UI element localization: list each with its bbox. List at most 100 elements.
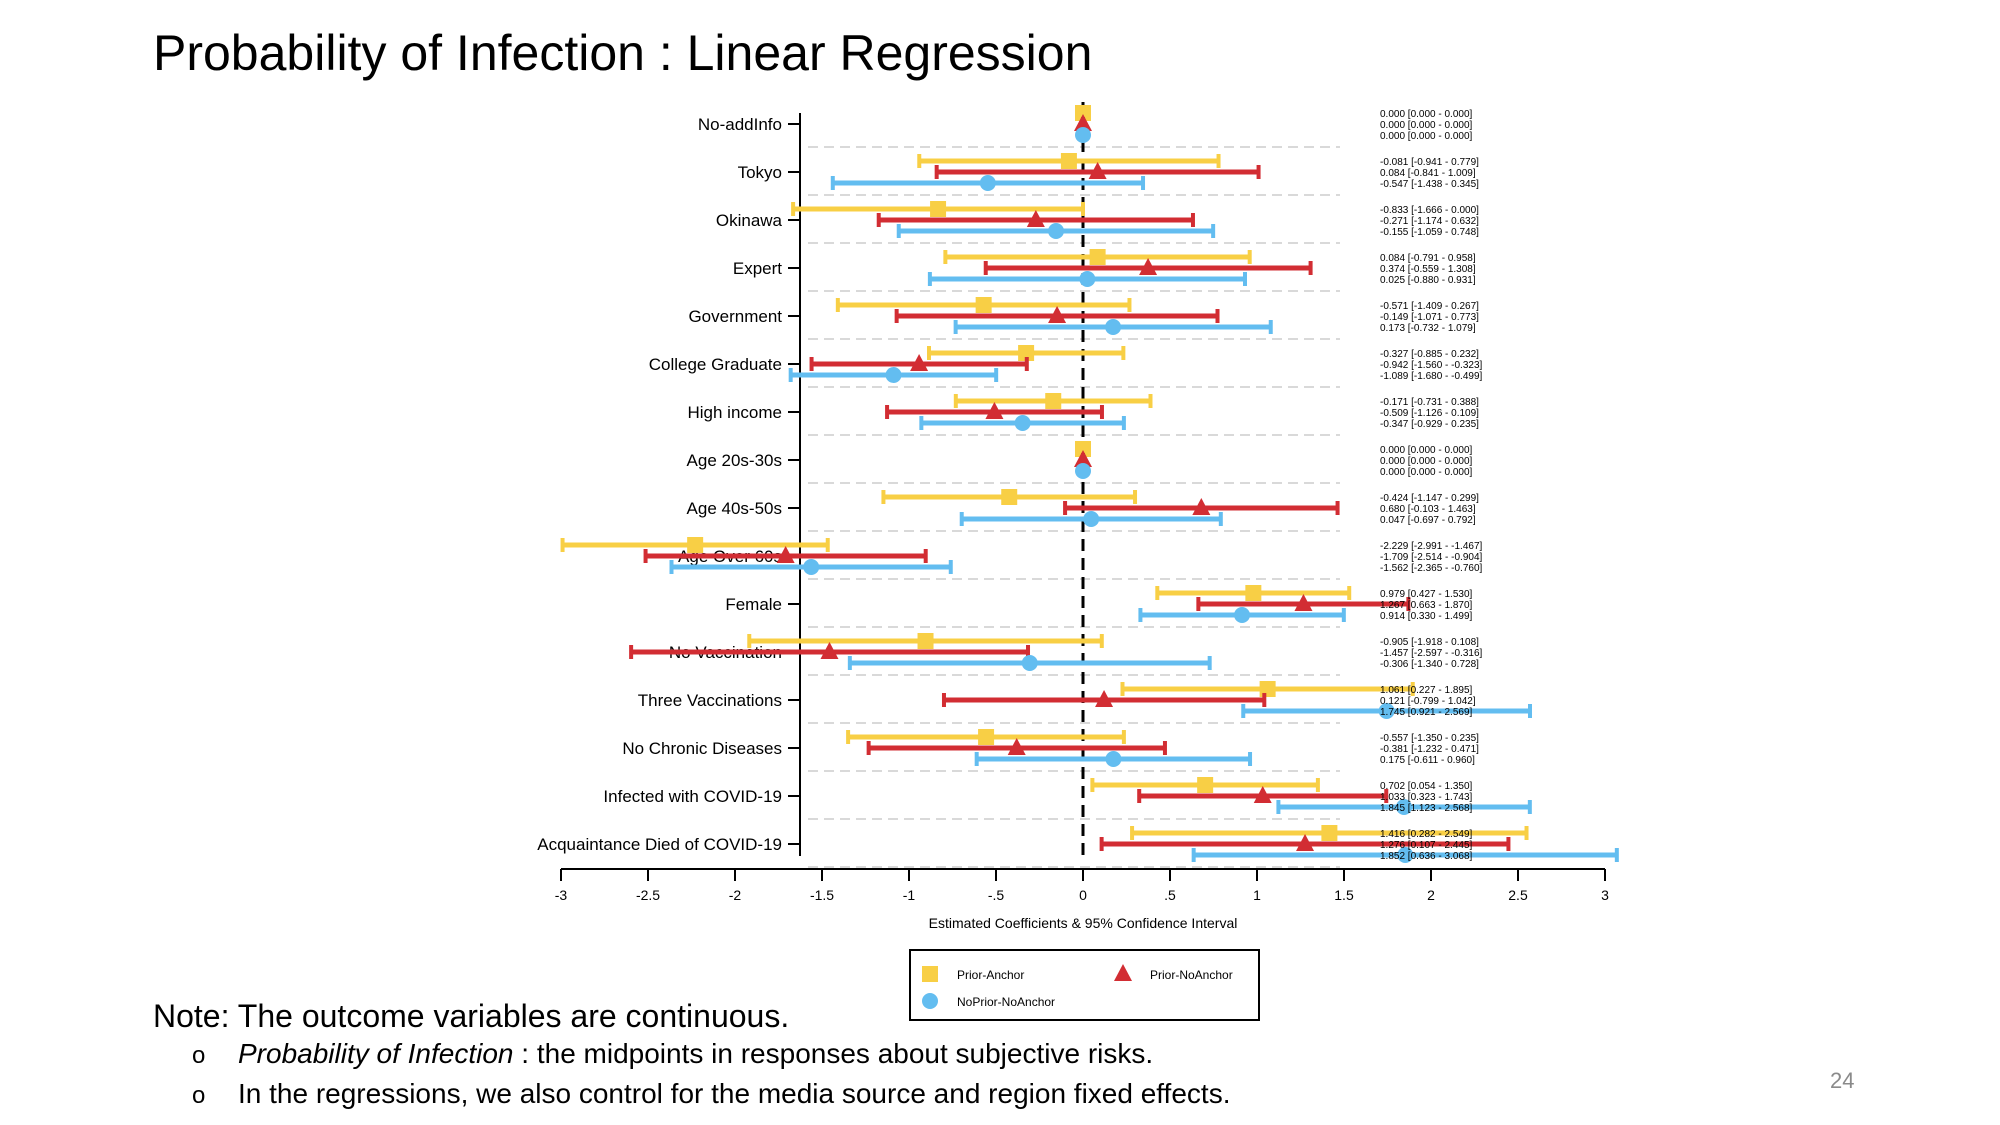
point-estimate [1259,681,1276,697]
estimate-label: -0.509 [-1.126 - 0.109] [1380,408,1479,419]
estimate-label: 0.000 [0.000 - 0.000] [1380,445,1473,456]
estimate-label: -0.155 [-1.059 - 0.748] [1380,227,1479,238]
page-number: 24 [1830,1068,1855,1093]
x-tick-label: -3 [555,887,568,903]
y-tick-label: Tokyo [738,163,782,182]
estimate-label: 0.084 [-0.841 - 1.009] [1380,168,1476,179]
estimate-label: 0.000 [0.000 - 0.000] [1380,131,1473,142]
estimate-label: 1.416 [0.282 - 2.549] [1380,829,1473,840]
estimate-label: 1.033 [0.323 - 1.743] [1380,792,1473,803]
estimate-label: -2.229 [-2.991 - -1.467] [1380,541,1483,552]
legend-marker [1114,964,1132,981]
legend: Prior-Anchor Prior-NoAnchor NoPrior-NoAnch… [909,949,1260,1021]
estimate-label: -0.557 [-1.350 - 0.235] [1380,733,1479,744]
estimate-label: -1.457 [-2.597 - -0.316] [1380,648,1483,659]
note-text: Note: The outcome variables are continuo… [153,998,790,1034]
y-tick-label: No Chronic Diseases [622,739,782,758]
point-estimate [1088,162,1107,179]
point-estimate [985,402,1004,419]
point-estimate [820,642,839,659]
point-estimate [1192,498,1211,515]
point-estimate [1007,738,1026,755]
y-tick-label: High income [688,403,783,422]
point-estimate [1105,751,1122,767]
x-tick-label: 3 [1601,887,1609,903]
point-estimate [1139,258,1158,275]
bullet-item: o Probability of Infection : the midpoint… [192,1038,1153,1070]
point-estimate [1197,777,1214,793]
point-estimate [1075,127,1091,143]
point-estimate [1045,393,1062,409]
estimate-label: -0.347 [-0.929 - 0.235] [1380,419,1479,430]
estimate-label: 0.121 [-0.799 - 1.042] [1380,696,1476,707]
y-tick-label: Acquaintance Died of COVID-19 [537,835,782,854]
point-estimate [1075,441,1091,457]
estimate-label: 1.852 [0.636 - 3.068] [1380,851,1473,862]
x-tick-label: 1 [1253,887,1261,903]
point-estimate [1321,825,1338,841]
point-estimate [930,201,947,217]
point-estimate [979,175,996,191]
x-tick-label: 1.5 [1334,887,1354,903]
point-estimate [1074,114,1092,131]
y-tick-label: Government [688,307,782,326]
estimate-label: 1.276 [0.107 - 2.445] [1380,840,1473,851]
estimate-label: 0.175 [-0.611 - 0.960] [1380,755,1475,766]
point-estimate [1245,585,1262,601]
slide-title: Probability of Infection : Linear Regres… [153,25,1093,81]
estimate-label: 1.267 [0.663 - 1.870] [1380,600,1473,611]
point-estimate [917,633,934,649]
estimate-label: -0.424 [-1.147 - 0.299] [1380,493,1479,504]
x-tick-label: -2 [729,887,742,903]
y-tick-label: No-addInfo [698,115,782,134]
point-estimate [1079,271,1096,287]
grid-lines [808,146,1340,868]
y-tick-label: Three Vaccinations [638,691,782,710]
estimate-label: -0.171 [-0.731 - 0.388] [1380,397,1479,408]
point-estimate [1075,463,1091,479]
point-estimate [885,367,902,383]
x-axis-label: Estimated Coefficients & 95% Confidence … [929,915,1238,931]
point-estimate [1296,834,1315,851]
point-estimate [1048,223,1065,239]
confidence-intervals [560,105,1619,863]
legend-label: Prior-NoAnchor [1150,968,1233,982]
bullet-text: In the regressions, we also control for … [238,1078,1231,1109]
x-tick-label: -1 [903,887,916,903]
estimate-label: -0.381 [-1.232 - 0.471] [1380,744,1479,755]
point-estimate [1021,655,1038,671]
point-estimate [1396,799,1413,815]
point-estimate [1075,105,1091,121]
estimate-label: -0.306 [-1.340 - 0.728] [1380,659,1479,670]
x-tick-label: 0 [1079,887,1087,903]
estimate-label: -0.942 [-1.560 - -0.323] [1380,360,1483,371]
estimate-label: 0.979 [0.427 - 1.530] [1380,589,1473,600]
estimate-label: -0.327 [-0.885 - 0.232] [1380,349,1479,360]
y-tick-label: Female [725,595,782,614]
legend-label: NoPrior-NoAnchor [957,995,1055,1009]
estimate-labels: 0.000 [0.000 - 0.000] -0.081 [-0.941 - 0.… [1380,109,1483,862]
legend-label: Prior-Anchor [957,968,1024,982]
point-estimate [1014,415,1031,431]
x-tick-label: 2 [1427,887,1435,903]
point-estimate [1294,594,1313,611]
estimate-label: 1.745 [0.921 - 2.569] [1380,707,1473,718]
estimate-label: 1.061 [0.227 - 1.895] [1380,685,1473,696]
point-estimate [1083,511,1100,527]
legend-marker [922,966,938,982]
point-estimate [1060,153,1077,169]
estimate-label: 0.000 [0.000 - 0.000] [1380,120,1473,131]
point-estimate [1048,306,1067,323]
point-estimate [1026,210,1045,227]
y-tick-label: Infected with COVID-19 [603,787,782,806]
point-estimate [1105,319,1122,335]
point-estimate [1234,607,1251,623]
estimate-label: -1.562 [-2.365 - -0.760] [1380,563,1483,574]
estimate-label: 0.084 [-0.791 - 0.958] [1380,253,1476,264]
bullet-italic: Probability of Infection [238,1038,514,1069]
legend-box [909,949,1260,1021]
bullet-item: o In the regressions, we also control for… [192,1078,1230,1110]
estimate-label: -0.547 [-1.438 - 0.345] [1380,179,1479,190]
x-tick-label: -1.5 [810,887,834,903]
